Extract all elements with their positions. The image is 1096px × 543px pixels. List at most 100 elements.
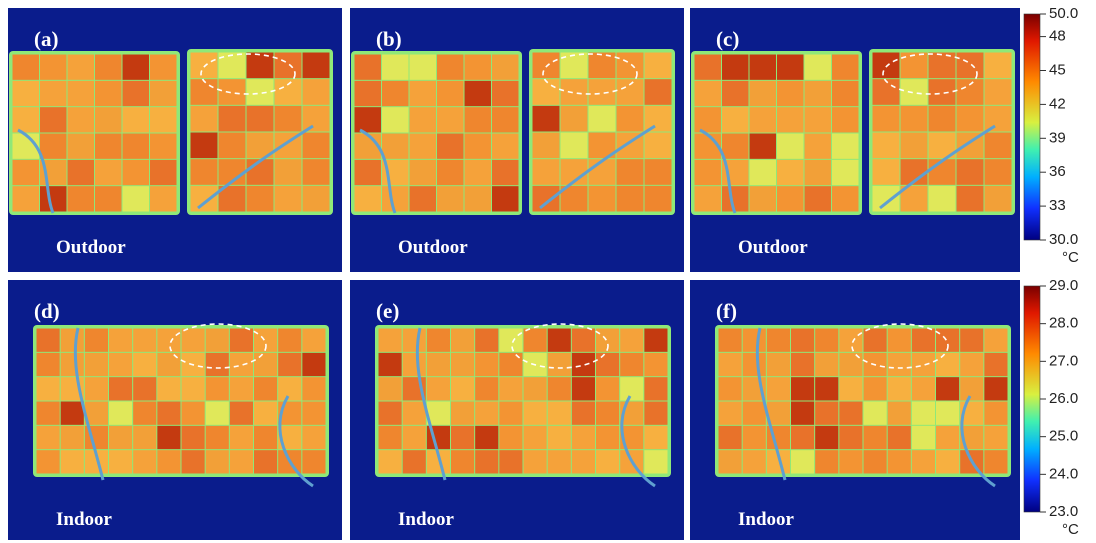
cell bbox=[40, 186, 67, 211]
cell bbox=[123, 134, 150, 159]
cell bbox=[645, 79, 672, 105]
cell bbox=[750, 186, 777, 211]
cell bbox=[888, 450, 911, 473]
cell bbox=[302, 329, 325, 352]
cell bbox=[13, 186, 40, 211]
tick-label: 26.0 bbox=[1049, 390, 1078, 407]
tick-label: 25.0 bbox=[1049, 428, 1078, 445]
cell bbox=[644, 377, 667, 400]
tick-label: 50.0 bbox=[1049, 5, 1078, 22]
cell bbox=[278, 329, 301, 352]
cell bbox=[645, 53, 672, 79]
cell bbox=[230, 402, 253, 425]
tick-label: 42 bbox=[1049, 95, 1066, 112]
cell bbox=[275, 79, 302, 105]
cell bbox=[451, 329, 474, 352]
cell bbox=[957, 53, 984, 79]
cell bbox=[561, 133, 588, 159]
cell bbox=[492, 186, 519, 211]
cell bbox=[475, 353, 498, 376]
tick-label: 36 bbox=[1049, 163, 1066, 180]
cell bbox=[722, 55, 749, 80]
cell bbox=[302, 450, 325, 473]
cell bbox=[451, 353, 474, 376]
cell bbox=[379, 377, 402, 400]
unit-label: °C bbox=[1062, 521, 1079, 538]
cell bbox=[403, 450, 426, 473]
cell bbox=[929, 53, 956, 79]
cell bbox=[275, 159, 302, 185]
cell bbox=[302, 377, 325, 400]
cell bbox=[182, 329, 205, 352]
cell bbox=[695, 81, 722, 106]
cell bbox=[929, 79, 956, 105]
cell bbox=[888, 377, 911, 400]
cell bbox=[123, 55, 150, 80]
cell bbox=[957, 79, 984, 105]
cell bbox=[61, 450, 84, 473]
cell bbox=[750, 107, 777, 132]
cell bbox=[109, 426, 132, 449]
cell bbox=[644, 426, 667, 449]
cell bbox=[548, 426, 571, 449]
cell bbox=[805, 160, 832, 185]
cell bbox=[40, 55, 67, 80]
cell bbox=[85, 353, 108, 376]
cell bbox=[191, 106, 218, 132]
cell bbox=[777, 81, 804, 106]
cell bbox=[777, 160, 804, 185]
cell bbox=[719, 426, 742, 449]
cell bbox=[873, 186, 900, 212]
cell bbox=[150, 186, 177, 211]
cell bbox=[133, 329, 156, 352]
cell bbox=[150, 55, 177, 80]
cell bbox=[839, 426, 862, 449]
cell bbox=[815, 426, 838, 449]
cell bbox=[230, 450, 253, 473]
cell bbox=[572, 353, 595, 376]
cell bbox=[499, 426, 522, 449]
cell bbox=[191, 133, 218, 159]
cell bbox=[645, 106, 672, 132]
tick-label: 23.0 bbox=[1049, 503, 1078, 520]
cell bbox=[719, 450, 742, 473]
cell bbox=[68, 134, 95, 159]
cell bbox=[109, 450, 132, 473]
cell bbox=[278, 353, 301, 376]
cell bbox=[230, 377, 253, 400]
cell bbox=[191, 53, 218, 79]
cell bbox=[13, 107, 40, 132]
cell bbox=[379, 402, 402, 425]
cell bbox=[219, 53, 246, 79]
cell bbox=[191, 186, 218, 212]
cell bbox=[465, 81, 492, 106]
cell bbox=[805, 55, 832, 80]
cell bbox=[410, 186, 437, 211]
cell bbox=[645, 159, 672, 185]
cell bbox=[302, 353, 325, 376]
cell bbox=[985, 186, 1012, 212]
cell bbox=[572, 329, 595, 352]
cell bbox=[984, 329, 1007, 352]
cell bbox=[524, 402, 547, 425]
cell bbox=[499, 353, 522, 376]
cell bbox=[403, 402, 426, 425]
cell bbox=[37, 329, 60, 352]
cell bbox=[492, 160, 519, 185]
cell bbox=[499, 329, 522, 352]
cell bbox=[157, 377, 180, 400]
cell bbox=[743, 450, 766, 473]
cell bbox=[589, 79, 616, 105]
cell bbox=[247, 106, 274, 132]
cell bbox=[254, 402, 277, 425]
cell bbox=[888, 329, 911, 352]
cell bbox=[499, 402, 522, 425]
tick-label: 39 bbox=[1049, 129, 1066, 146]
cell bbox=[888, 426, 911, 449]
cell bbox=[61, 353, 84, 376]
cell bbox=[150, 81, 177, 106]
cell bbox=[219, 133, 246, 159]
cell bbox=[247, 159, 274, 185]
cell bbox=[572, 402, 595, 425]
tick-label: 29.0 bbox=[1049, 277, 1078, 294]
